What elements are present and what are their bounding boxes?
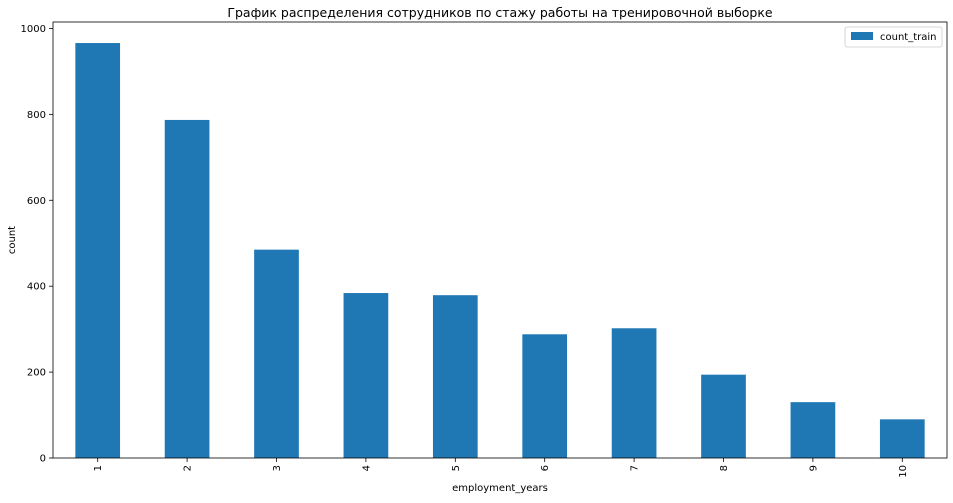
- bar-1: [75, 43, 121, 459]
- x-tick-label-2: 2: [183, 465, 194, 471]
- x-tick-label-6: 6: [540, 465, 551, 471]
- bar-3: [254, 249, 299, 458]
- bar-10: [879, 419, 925, 458]
- legend-label-count-train: count_train: [880, 32, 937, 43]
- y-tick-label-400: 400: [27, 282, 46, 293]
- bar-4: [343, 293, 389, 458]
- x-tick-label-10: 10: [898, 465, 909, 478]
- x-tick-label-3: 3: [272, 465, 283, 471]
- y-axis-ticks: 0 200 400 600 800 1000: [21, 24, 53, 465]
- x-tick-label-7: 7: [630, 465, 641, 471]
- x-tick-label-5: 5: [451, 465, 462, 471]
- bar-6: [522, 334, 568, 458]
- bars-group: [75, 43, 925, 459]
- x-tick-label-4: 4: [361, 465, 372, 471]
- y-axis-label: count: [7, 226, 18, 254]
- chart-title: График распределения сотрудников по стаж…: [227, 5, 773, 20]
- x-axis-ticks: 1 2 3 4 5 6 7 8 9 10: [93, 458, 909, 478]
- x-axis-label: employment_years: [452, 483, 548, 494]
- bar-9: [790, 402, 836, 458]
- plot-area-frame: [52, 21, 948, 459]
- x-tick-label-9: 9: [808, 465, 819, 471]
- x-tick-label-1: 1: [93, 465, 104, 471]
- y-tick-label-600: 600: [27, 196, 46, 207]
- y-tick-label-0: 0: [40, 454, 46, 465]
- legend-swatch: [851, 32, 873, 40]
- bar-2: [164, 119, 210, 458]
- x-tick-label-8: 8: [719, 465, 730, 471]
- bar-8: [701, 374, 746, 458]
- legend: count_train: [844, 26, 943, 48]
- bar-5: [432, 295, 478, 458]
- bar-7: [611, 328, 657, 458]
- y-tick-label-800: 800: [27, 110, 46, 121]
- y-tick-label-1000: 1000: [21, 24, 46, 35]
- y-tick-label-200: 200: [27, 368, 46, 379]
